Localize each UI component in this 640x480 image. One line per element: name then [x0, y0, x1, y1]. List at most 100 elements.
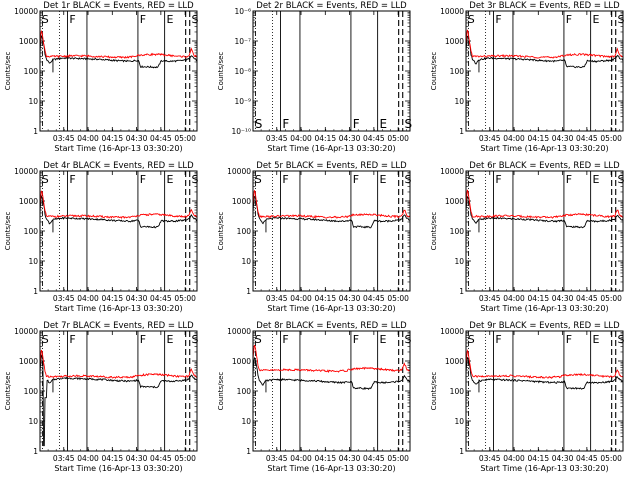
- x-tick-label: 03:45: [479, 134, 501, 143]
- event-marker-label: F: [140, 173, 146, 186]
- event-marker-label: S: [618, 333, 625, 346]
- x-axis-label: Start Time (16-Apr-13 03:30:20): [267, 304, 395, 313]
- event-marker-label: F: [282, 173, 288, 186]
- x-axis-label: Start Time (16-Apr-13 03:30:20): [267, 464, 395, 473]
- y-tick-label: 100: [237, 387, 252, 396]
- y-axis-label: Counts/sec: [217, 212, 225, 251]
- panel-title: Det 2r BLACK = Events, RED = LLD: [256, 1, 407, 11]
- x-tick-label: 04:15: [527, 454, 549, 463]
- y-tick-label: 100: [450, 387, 465, 396]
- x-tick-label: 05:00: [174, 294, 196, 303]
- panel-det-9r: Det 9r BLACK = Events, RED = LLD Counts/s…: [430, 321, 625, 473]
- y-tick-label: 10: [28, 97, 38, 106]
- plot-frame: [39, 330, 198, 452]
- x-tick-label: 05:00: [600, 134, 622, 143]
- event-marker-label: S: [468, 13, 475, 26]
- x-tick-label: 04:45: [150, 294, 172, 303]
- x-tick-label: 05:00: [174, 454, 196, 463]
- y-axis-label: Counts/sec: [217, 372, 225, 411]
- events-curve: [252, 356, 411, 391]
- event-marker-label: E: [592, 173, 599, 186]
- plot-frame: [39, 10, 198, 132]
- y-tick-label: 100: [450, 67, 465, 76]
- events-curve: [465, 35, 624, 69]
- plot-frame: [252, 170, 411, 292]
- event-marker-label: S: [468, 173, 475, 186]
- y-tick-label: 10: [28, 257, 38, 266]
- y-tick-label: 10000: [14, 7, 38, 16]
- y-tick-label: 1000: [19, 37, 38, 46]
- x-tick-label: 04:45: [363, 134, 385, 143]
- lld-curve: [252, 189, 411, 219]
- x-tick-label: 04:45: [576, 294, 598, 303]
- event-marker-label: E: [166, 333, 173, 346]
- event-marker-label: S: [42, 13, 49, 26]
- y-axis-label: Counts/sec: [430, 212, 438, 251]
- y-tick-label: 10: [454, 97, 464, 106]
- event-marker-label: E: [379, 117, 387, 131]
- lld-curve: [465, 349, 624, 379]
- event-marker-label: E: [379, 173, 386, 186]
- x-tick-label: 04:30: [126, 134, 148, 143]
- event-marker-label: E: [592, 333, 599, 346]
- event-marker-label: E: [166, 173, 173, 186]
- event-marker-label: E: [166, 13, 173, 26]
- x-axis-label: Start Time (16-Apr-13 03:30:20): [480, 144, 608, 153]
- y-axis-label: Counts/sec: [4, 52, 12, 91]
- x-tick-label: 04:30: [339, 134, 361, 143]
- x-tick-label: 05:00: [387, 294, 409, 303]
- x-axis-label: Start Time (16-Apr-13 03:30:20): [54, 144, 182, 153]
- plot-frame: [465, 10, 624, 132]
- x-tick-label: 04:00: [77, 294, 99, 303]
- event-marker-label: S: [255, 117, 263, 131]
- panel-title: Det 5r BLACK = Events, RED = LLD: [256, 161, 407, 171]
- event-marker-label: S: [192, 173, 199, 186]
- x-tick-label: 04:00: [77, 134, 99, 143]
- y-tick-label: 10⁻¹⁰: [231, 127, 251, 136]
- lld-curve: [39, 190, 198, 219]
- panel-det-1r: Det 1r BLACK = Events, RED = LLD Counts/s…: [4, 1, 199, 153]
- y-tick-label: 100: [24, 67, 39, 76]
- y-tick-label: 10⁻⁶: [234, 7, 251, 16]
- y-tick-label: 10: [241, 417, 251, 426]
- y-tick-label: 1: [459, 287, 464, 296]
- plot-frame: [252, 330, 411, 452]
- x-tick-label: 04:00: [290, 454, 312, 463]
- y-tick-label: 1: [33, 127, 38, 136]
- y-tick-label: 10⁻⁹: [234, 97, 251, 106]
- y-axis-label: Counts/sec: [430, 372, 438, 411]
- x-tick-label: 04:15: [101, 294, 123, 303]
- event-marker-label: S: [618, 173, 625, 186]
- x-tick-label: 04:45: [363, 454, 385, 463]
- x-tick-label: 03:45: [266, 294, 288, 303]
- x-tick-label: 03:45: [266, 454, 288, 463]
- x-tick-label: 04:15: [314, 454, 336, 463]
- y-tick-label: 10: [28, 417, 38, 426]
- x-tick-label: 04:15: [527, 294, 549, 303]
- y-tick-label: 1000: [445, 197, 464, 206]
- x-tick-label: 05:00: [387, 454, 409, 463]
- x-tick-label: 05:00: [600, 294, 622, 303]
- y-tick-label: 10000: [14, 167, 38, 176]
- x-tick-label: 04:15: [527, 134, 549, 143]
- event-marker-label: F: [495, 333, 501, 346]
- x-tick-label: 04:00: [290, 134, 312, 143]
- panel-title: Det 6r BLACK = Events, RED = LLD: [469, 161, 620, 171]
- event-marker-label: F: [353, 333, 359, 346]
- x-axis-label: Start Time (16-Apr-13 03:30:20): [480, 464, 608, 473]
- event-marker-label: F: [282, 117, 289, 131]
- y-axis-label: Counts/sec: [217, 52, 225, 91]
- panel-title: Det 9r BLACK = Events, RED = LLD: [469, 321, 620, 331]
- y-tick-label: 1000: [445, 37, 464, 46]
- panel-title: Det 1r BLACK = Events, RED = LLD: [43, 1, 194, 11]
- y-tick-label: 100: [237, 227, 252, 236]
- x-tick-label: 04:45: [576, 134, 598, 143]
- y-tick-label: 10000: [14, 327, 38, 336]
- event-marker-label: S: [42, 173, 49, 186]
- y-tick-label: 1: [33, 287, 38, 296]
- events-curve: [465, 195, 624, 229]
- event-marker-label: F: [495, 173, 501, 186]
- lld-curve: [39, 29, 198, 60]
- panel-title: Det 3r BLACK = Events, RED = LLD: [469, 1, 620, 11]
- x-tick-label: 04:00: [503, 294, 525, 303]
